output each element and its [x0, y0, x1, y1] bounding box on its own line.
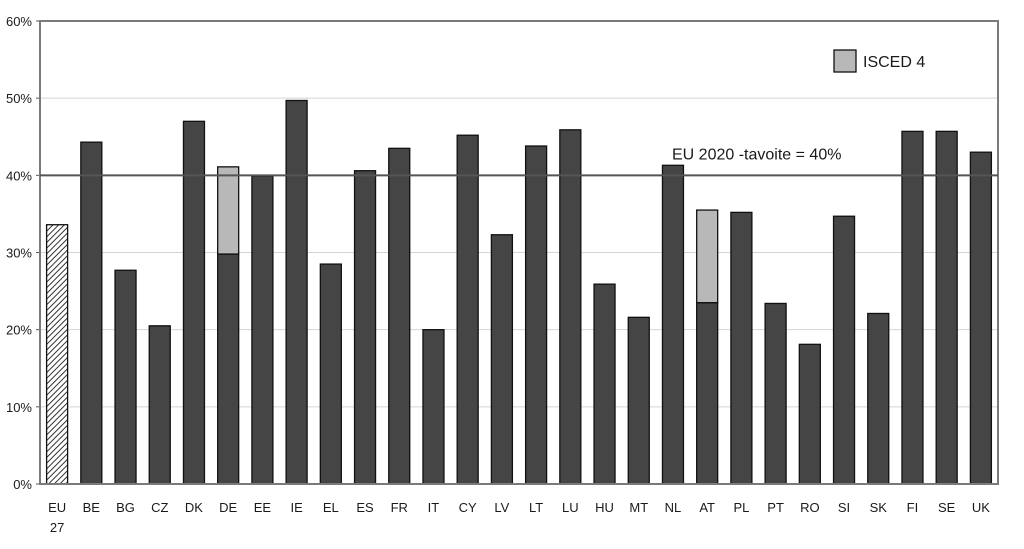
bar-be — [80, 141, 103, 485]
reference-line-group: EU 2020 -tavoite = 40% — [40, 146, 998, 177]
bar-ro — [798, 343, 821, 485]
bar-ie — [285, 99, 308, 485]
x-tick-label-si: SI — [838, 500, 850, 515]
bar-cy — [456, 134, 479, 485]
axes: 0% 10% 20% 30% 40% 50% 60% EU 27 BE BG CZ DK DE EE IE EL… — [6, 14, 999, 535]
bar-pt — [764, 302, 787, 485]
x-tick-label-el: EL — [323, 500, 339, 515]
bar-cz — [148, 325, 171, 485]
x-tick-label-pt: PT — [767, 500, 784, 515]
x-tick-label-bg: BG — [116, 500, 135, 515]
bar-de — [217, 253, 240, 485]
bar-de-isced-4 — [217, 166, 240, 255]
bar-fi — [901, 130, 924, 485]
bar-lv — [490, 234, 514, 485]
x-tick-label-ee: EE — [254, 500, 272, 515]
bar-fr — [388, 147, 411, 485]
bar-se — [935, 130, 958, 485]
bar-sk — [867, 312, 890, 485]
x-tick-label-be: BE — [83, 500, 101, 515]
bar-es — [353, 170, 377, 485]
x-tick-label-cy: CY — [459, 500, 477, 515]
x-tick-label-se: SE — [938, 500, 956, 515]
y-tick-label-60: 60% — [6, 14, 32, 29]
bar-lu — [559, 129, 582, 485]
bar-bg — [114, 269, 137, 485]
bar-ee — [251, 175, 274, 485]
x-tick-label-at: AT — [699, 500, 715, 515]
y-tick-label-30: 30% — [6, 246, 32, 261]
x-tick-label-lu: LU — [562, 500, 579, 515]
x-tick-label-uk: UK — [972, 500, 990, 515]
legend: ISCED 4 — [833, 49, 925, 73]
x-tick-label-cz: CZ — [151, 500, 168, 515]
x-tick-label-sk: SK — [870, 500, 888, 515]
legend-label-isced-4: ISCED 4 — [863, 54, 925, 71]
legend-swatch-isced-4 — [833, 49, 857, 73]
bar-at-isced-4 — [696, 209, 719, 304]
x-tick-label-mt: MT — [629, 500, 648, 515]
x-tick-label-dk: DK — [185, 500, 203, 515]
x-tick-label-hu: HU — [595, 500, 614, 515]
bar-eu-27 — [45, 224, 69, 485]
y-tick-label-20: 20% — [6, 323, 32, 338]
x-tick-label-fi: FI — [907, 500, 919, 515]
bar-nl — [661, 164, 685, 485]
bar-pl — [730, 211, 753, 485]
x-tick-label-de: DE — [219, 500, 237, 515]
x-tick-label-lv: LV — [494, 500, 509, 515]
bar-lt — [524, 145, 548, 485]
x-tick-label-lt: LT — [529, 500, 543, 515]
x-tick-label-pl: PL — [733, 500, 749, 515]
bar-hu — [593, 283, 616, 485]
plot-frame — [39, 20, 999, 485]
y-tick-label-40: 40% — [6, 168, 32, 183]
bar-at — [696, 302, 719, 485]
x-tick-label-it: IT — [428, 500, 440, 515]
bar-it — [422, 329, 445, 485]
y-tick-label-50: 50% — [6, 91, 32, 106]
x-tick-label-fr: FR — [391, 500, 408, 515]
reference-line-label: EU 2020 -tavoite = 40% — [672, 146, 841, 163]
x-tick-label-nl: NL — [665, 500, 682, 515]
x-tick-label-eu-27: EU 27 — [48, 500, 66, 535]
y-tick-label-10: 10% — [6, 400, 32, 415]
y-tick-label-0: 0% — [13, 477, 32, 492]
x-tick-label-ro: RO — [800, 500, 820, 515]
bars — [45, 99, 993, 485]
bar-mt — [627, 316, 650, 485]
x-tick-label-ie: IE — [290, 500, 303, 515]
bar-uk — [969, 151, 993, 485]
bar-si — [832, 215, 856, 485]
x-tick-label-es: ES — [356, 500, 374, 515]
bar-el — [319, 263, 342, 485]
